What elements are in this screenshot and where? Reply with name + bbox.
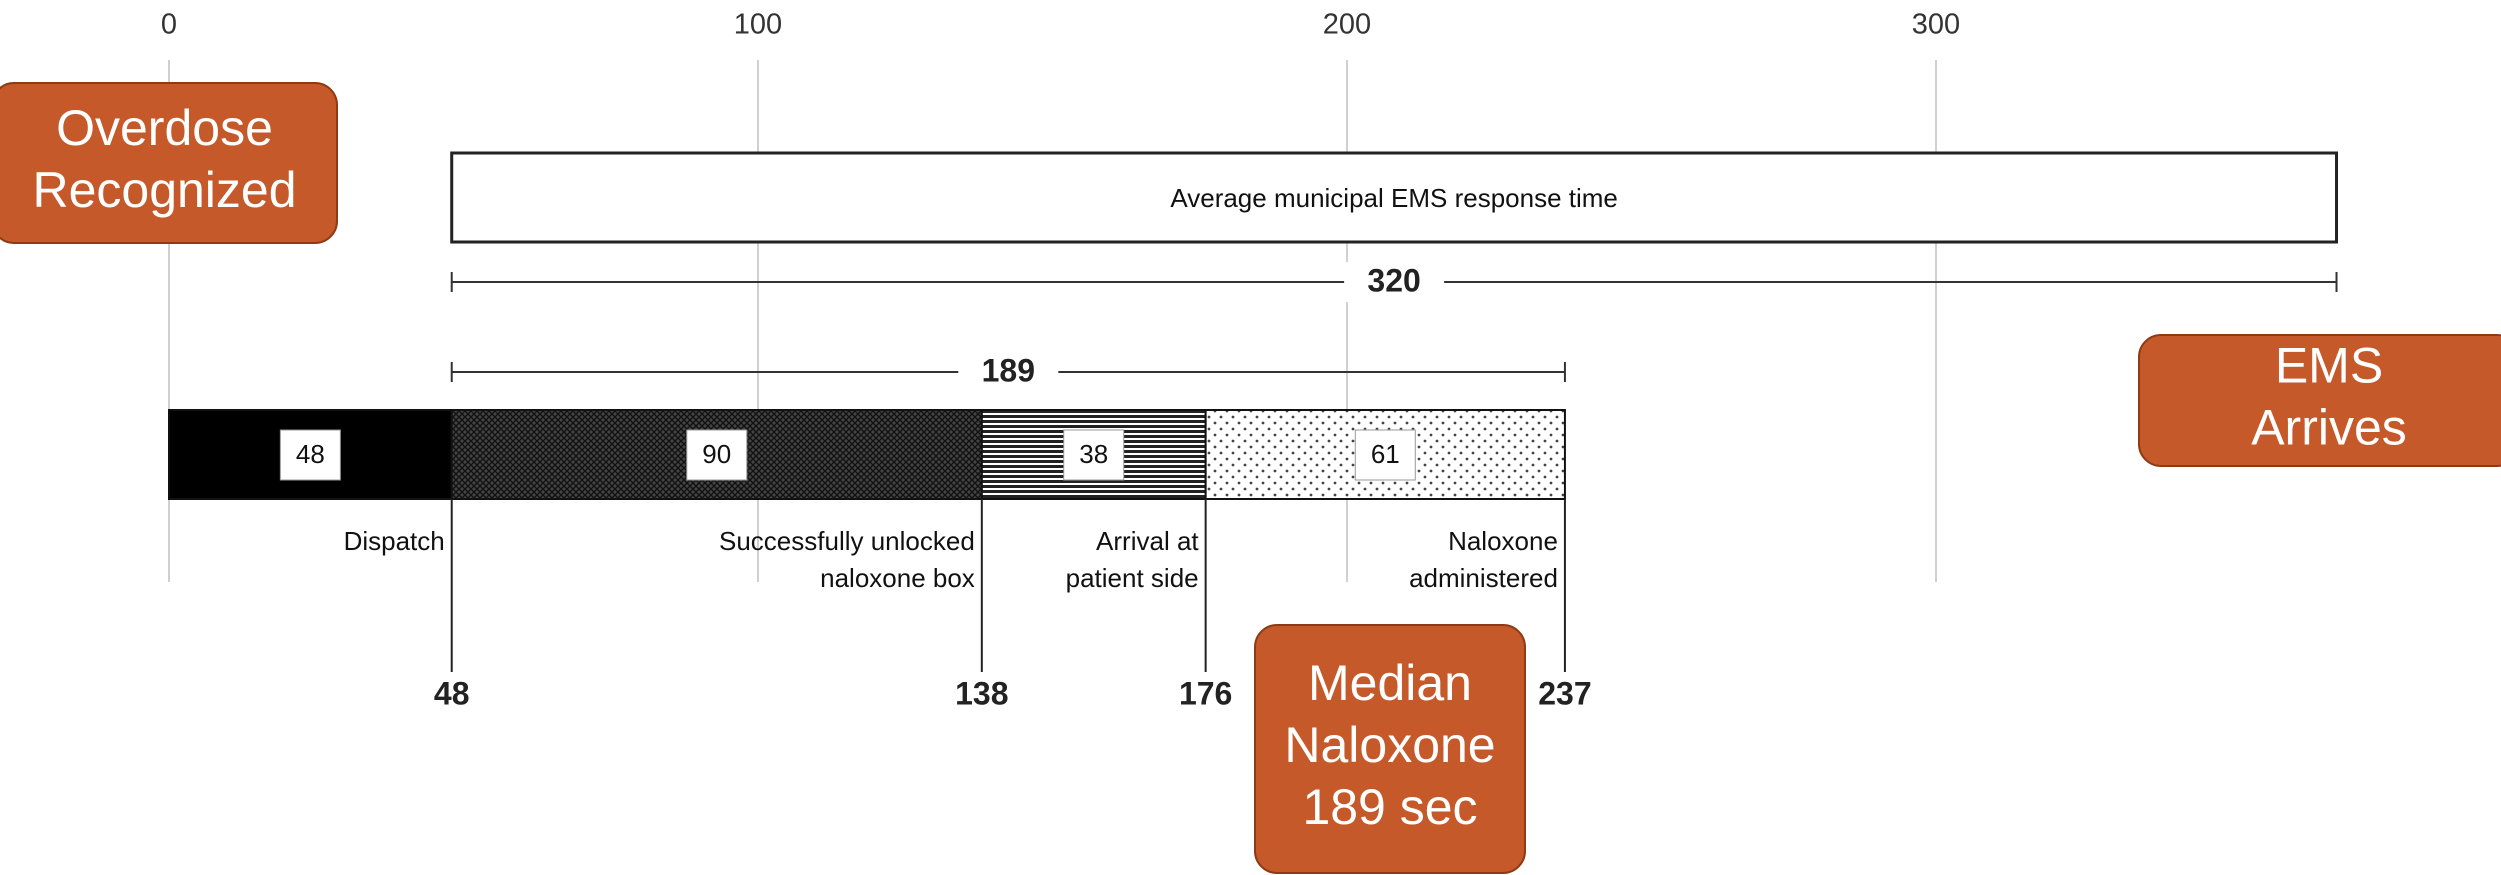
milestone-value: 138: [955, 675, 1008, 711]
callout-text: 189 sec: [1302, 779, 1477, 835]
callout-text: Recognized: [32, 162, 296, 218]
span-label-bg: [1344, 262, 1445, 302]
ems-box-label: Average municipal EMS response time: [1170, 183, 1618, 213]
segment-label: 48: [296, 439, 325, 469]
milestone-value: 237: [1538, 675, 1591, 711]
milestone-label: Dispatch: [344, 526, 445, 556]
milestone-label: Arrival at: [1096, 526, 1199, 556]
x-tick-label: 100: [734, 9, 782, 41]
milestone-value: 176: [1179, 675, 1232, 711]
span-label: 189: [982, 352, 1035, 388]
segment-label-bg: [1354, 429, 1416, 481]
segment-label: 90: [702, 439, 731, 469]
x-tick-label: 200: [1323, 9, 1371, 41]
milestone-value: 48: [434, 675, 470, 711]
milestone-label: patient side: [1066, 563, 1199, 593]
x-tick-label: 300: [1912, 9, 1960, 41]
segment-label-bg: [686, 429, 748, 481]
callout-text: Naloxone: [1284, 717, 1495, 773]
milestone-label: Successfully unlocked: [719, 526, 975, 556]
milestone-label: Naloxone: [1448, 526, 1558, 556]
callout-text: Overdose: [56, 100, 273, 156]
ems-box: [450, 151, 2339, 244]
callout-box: [2138, 334, 2501, 467]
milestone-label: administered: [1409, 563, 1558, 593]
callout-text: Arrives: [2251, 400, 2407, 456]
callout-box: [0, 82, 338, 244]
x-tick-label: 0: [161, 9, 177, 41]
callout-text: Median: [1308, 655, 1472, 711]
callout-text: EMS: [2275, 338, 2383, 394]
span-label-bg: [958, 352, 1059, 392]
callout-box: [1254, 624, 1526, 874]
segment-label-bg: [1063, 429, 1125, 481]
span-label: 320: [1367, 262, 1420, 298]
milestone-label: naloxone box: [820, 563, 975, 593]
segment-label-bg: [279, 429, 341, 481]
segment-label: 61: [1371, 439, 1400, 469]
segment-label: 38: [1079, 439, 1108, 469]
